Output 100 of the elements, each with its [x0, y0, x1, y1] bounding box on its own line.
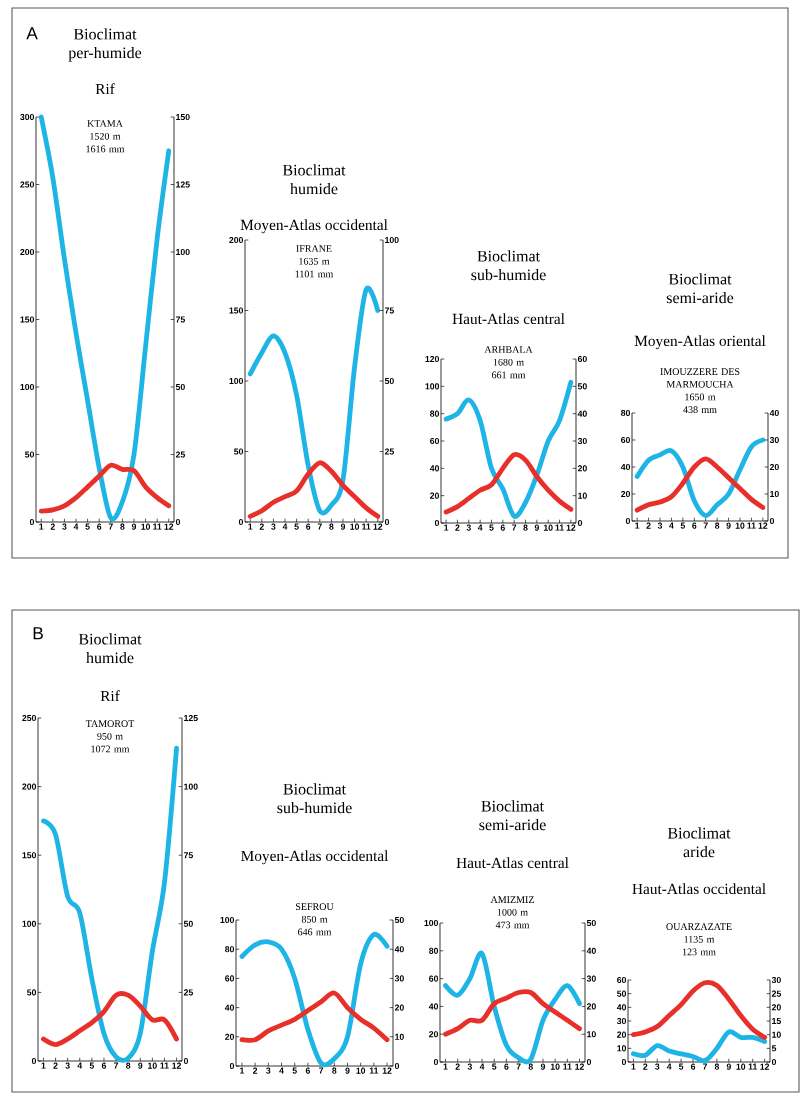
x-tick-label: 4	[282, 523, 288, 530]
y2-tick-label: 75	[183, 852, 193, 859]
x-tick-label: 7	[512, 524, 517, 531]
text: 1000 m	[497, 908, 528, 916]
x-tick-label: 11	[747, 522, 756, 529]
y-tick-label: 60	[225, 975, 235, 982]
y-tick-label: 0	[29, 518, 35, 526]
y-tick-label: 0	[31, 1057, 37, 1065]
y2-tick-label: 125	[176, 181, 190, 188]
x-tick-label: 2	[50, 523, 55, 530]
y-tick-label: 50	[25, 451, 35, 458]
y-tick-label: 20	[225, 1033, 235, 1040]
y2-tick-label: 75	[384, 307, 394, 314]
x-tick-label: 12	[382, 1067, 392, 1074]
x-tick-label: 7	[319, 1067, 324, 1074]
y-tick-label: 200	[22, 783, 37, 790]
line-series	[239, 990, 390, 1043]
x-tick-label: 5	[680, 522, 686, 529]
y2-tick-label: 0	[771, 1058, 777, 1066]
x-tick-label: 5	[489, 524, 494, 531]
text: ARHBALA	[484, 346, 533, 353]
annotation: KTAMA	[87, 120, 123, 127]
y2-tick-label: 40	[577, 410, 587, 417]
annotation: 1680 m	[493, 358, 524, 366]
y2-tick-label: 40	[586, 947, 596, 954]
line-series	[630, 980, 768, 1040]
annotation: 1616 mm	[86, 145, 125, 153]
x-tick-label: 7	[702, 1063, 707, 1070]
y-tick-label: 80	[429, 947, 439, 954]
x-tick-label: 6	[306, 523, 311, 530]
line-series	[443, 379, 574, 519]
x-tick-label: 5	[492, 1063, 497, 1070]
x-tick-label: 2	[253, 1067, 258, 1074]
y2-tick-label: 25	[183, 989, 193, 996]
y-tick-label: 100	[22, 920, 37, 927]
y-tick-label: 250	[20, 181, 35, 188]
x-tick-label: 3	[65, 1062, 70, 1069]
y2-tick-label: 0	[384, 518, 390, 526]
y2-tick-label: 30	[394, 975, 404, 982]
x-tick-label: 3	[467, 1063, 472, 1070]
x-tick-label: 7	[114, 1062, 119, 1069]
x-tick-label: 10	[550, 1063, 560, 1070]
y2-tick-label: 10	[578, 492, 587, 499]
y-tick-label: 250	[22, 714, 37, 722]
text: B	[33, 627, 43, 640]
y-tick-label: 30	[616, 1017, 627, 1025]
x-tick-label: 12	[373, 523, 383, 530]
y-tick-label: 80	[430, 410, 440, 417]
x-tick-label: 3	[271, 523, 276, 530]
y-tick-label: 0	[625, 517, 631, 525]
y2-tick-label: 25	[384, 448, 394, 455]
annotation: IFRANE	[296, 245, 332, 252]
y2-tick-label: 30	[769, 436, 779, 444]
y2-tick-label: 50	[586, 919, 596, 927]
line-series	[443, 452, 574, 515]
y-tick-label: 60	[617, 976, 627, 984]
x-tick-label: 2	[646, 522, 651, 529]
x-tick-label: 3	[657, 522, 663, 529]
x-tick-label: 2	[53, 1062, 58, 1069]
x-tick-label: 5	[294, 523, 299, 530]
x-tick-label: 4	[479, 1063, 485, 1070]
x-tick-label: 7	[516, 1063, 521, 1070]
chart-title: Bioclimat semi-aride	[479, 800, 546, 831]
chart-subtitle: Moyen-Atlas occidental	[240, 219, 388, 234]
y-tick-label: 20	[430, 492, 440, 499]
y2-tick-label: 125	[184, 714, 198, 722]
y-tick-label: 50	[27, 989, 37, 996]
x-tick-label: 12	[758, 522, 768, 529]
x-tick-label: 8	[126, 1062, 131, 1069]
x-tick-label: 11	[160, 1062, 169, 1069]
y2-tick-label: 25	[175, 451, 185, 458]
x-tick-label: 11	[563, 1063, 572, 1070]
y-tick-label: 10	[617, 1045, 627, 1052]
text: IMOUZZERE DES MARMOUCHA	[660, 368, 740, 388]
x-tick-label: 12	[164, 523, 174, 530]
y-tick-label: 150	[20, 316, 35, 323]
line-series	[443, 989, 582, 1037]
y-tick-label: 40	[620, 463, 631, 471]
y-tick-label: 40	[428, 1003, 439, 1010]
y-tick-label: 100	[220, 916, 235, 924]
x-tick-label: 5	[292, 1067, 297, 1074]
annotation: 1101 mm	[295, 270, 334, 278]
x-tick-label: 7	[703, 522, 708, 529]
chart-title: Bioclimat sub-humide	[471, 250, 546, 281]
x-tick-label: 4	[669, 522, 674, 529]
y2-tick-label: 20	[586, 1003, 596, 1010]
x-tick-label: 10	[356, 1067, 366, 1074]
y2-tick-label: 10	[770, 490, 779, 498]
x-tick-label: 12	[575, 1063, 584, 1070]
annotation: 1635 m	[299, 257, 330, 265]
x-tick-label: 9	[726, 1063, 731, 1070]
chart-subtitle: Rif	[95, 83, 115, 95]
x-tick-label: 10	[735, 522, 745, 529]
y2-tick-label: 20	[769, 463, 779, 471]
line-series	[41, 991, 179, 1047]
x-tick-label: 8	[528, 1063, 533, 1070]
y2-tick-label: 50	[394, 916, 404, 924]
chart-title: Bioclimat per-humide	[68, 28, 142, 62]
x-tick-label: 1	[443, 1063, 448, 1070]
x-tick-label: 4	[73, 523, 79, 530]
